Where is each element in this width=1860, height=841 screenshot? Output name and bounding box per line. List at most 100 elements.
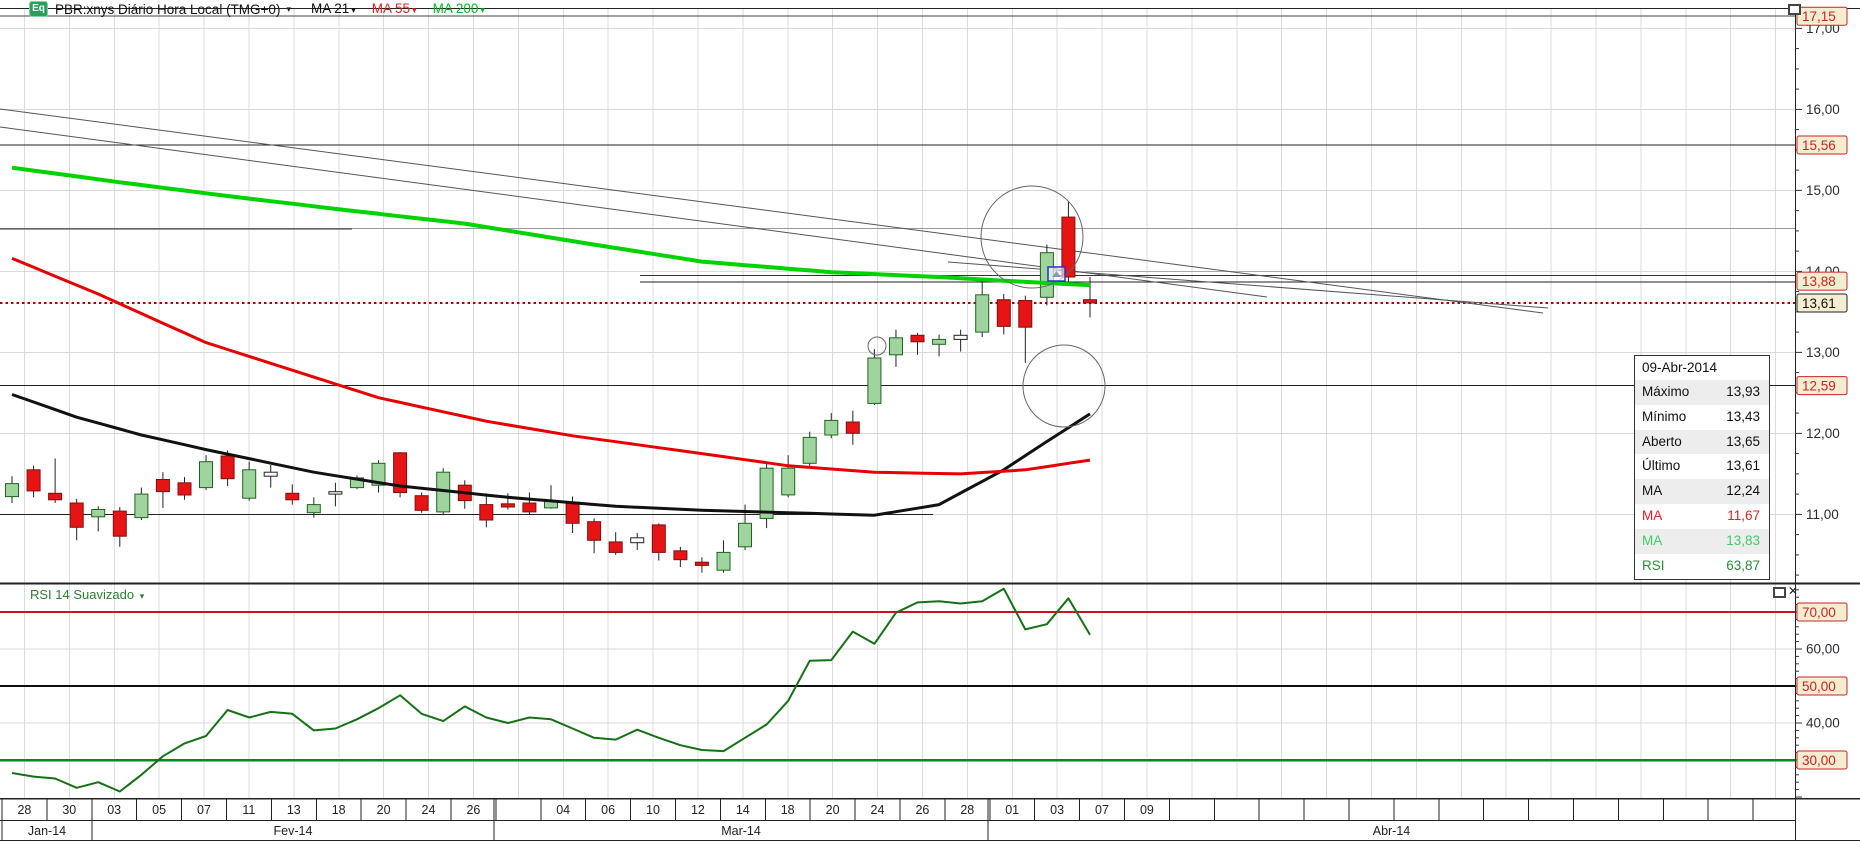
candlesticks <box>5 201 1097 573</box>
day-label: 04 <box>556 803 570 817</box>
candle-body <box>112 510 127 537</box>
candle-body <box>263 471 278 477</box>
candle-body <box>1061 216 1076 278</box>
svg-text:30,00: 30,00 <box>1802 753 1836 768</box>
tooltip-row-value: 13,65 <box>1726 433 1760 449</box>
day-label: 28 <box>17 803 31 817</box>
candle-body <box>1018 300 1033 328</box>
tooltip-row-label: Último <box>1642 458 1681 474</box>
svg-text:13,61: 13,61 <box>1802 296 1836 311</box>
rsi-indicator-label: RSI 14 Suavizado <box>30 587 135 602</box>
tooltip-row-label: MA <box>1642 507 1663 523</box>
day-label: 07 <box>1095 803 1109 817</box>
data-tooltip: 09-Abr-2014 Máximo 13,93 Mínimo 13,43 Aberto… <box>1634 355 1770 580</box>
tooltip-row-value: 13,83 <box>1726 532 1760 548</box>
annotation-circles <box>867 185 1106 428</box>
date-axis: 28 30 03 05 07 11 13 18 20 24 26 04 06 10 12 14 18 20 24 26… <box>1 798 1754 840</box>
candle-body <box>522 502 537 513</box>
day-label: 01 <box>1005 803 1019 817</box>
axis-boxed-label: 13,61 <box>1796 293 1848 313</box>
tooltip-row: Último 13,61 <box>1635 454 1769 480</box>
rsi-panel-icon[interactable] <box>1773 587 1786 598</box>
tooltip-row: Mínimo 13,43 <box>1635 404 1769 430</box>
day-label: 20 <box>377 803 391 817</box>
candle-body <box>802 436 817 464</box>
candle-body <box>889 337 903 356</box>
tooltip-row-label: MA <box>1642 483 1663 499</box>
day-label: 03 <box>1050 803 1064 817</box>
svg-text:12,59: 12,59 <box>1802 379 1836 394</box>
grid-horizontal-lines <box>0 27 1795 724</box>
tooltip-row: RSI 63,87 <box>1635 553 1769 579</box>
svg-text:13,88: 13,88 <box>1802 274 1836 289</box>
tooltip-row: Aberto 13,65 <box>1635 429 1769 455</box>
tooltip-row: Máximo 13,93 <box>1635 380 1769 405</box>
day-label: 18 <box>781 803 795 817</box>
candle-body <box>910 334 925 343</box>
day-label: 03 <box>107 803 121 817</box>
candle-body <box>953 334 968 340</box>
tooltip-row-value: 13,93 <box>1726 384 1760 399</box>
trendlines <box>0 108 1549 314</box>
svg-text:50,00: 50,00 <box>1802 679 1836 694</box>
candle-body <box>199 461 213 489</box>
candle-body <box>479 504 494 521</box>
rsi-panel-title: RSI 14 Suavizado ▾ <box>30 587 146 602</box>
tooltip-row: MA 13,83 <box>1635 528 1769 554</box>
tooltip-row-value: 12,24 <box>1726 483 1760 499</box>
candle-body <box>630 537 645 544</box>
day-label: 10 <box>646 803 660 817</box>
candle-body <box>91 509 106 518</box>
candle-body <box>996 299 1011 327</box>
rsi-dropdown-icon[interactable]: ▾ <box>139 591 145 601</box>
candle-body <box>781 467 796 496</box>
tooltip-row: MA 11,67 <box>1635 503 1769 529</box>
rsi-close-icon[interactable]: ✕ <box>1788 584 1799 598</box>
candle-body <box>608 541 623 553</box>
axis-boxed-label: 50,00 <box>1796 676 1848 696</box>
candle-body <box>738 522 752 548</box>
ma55-line <box>11 257 1091 476</box>
day-label: 14 <box>736 803 750 817</box>
candle-body <box>285 492 300 501</box>
candle-body <box>220 455 235 480</box>
svg-text:60,00: 60,00 <box>1806 642 1840 657</box>
candle-body <box>824 419 839 436</box>
grid-vertical-lines <box>24 8 1777 798</box>
day-label: 13 <box>287 803 301 817</box>
candle-body <box>587 521 602 541</box>
ma21-line <box>11 393 1091 517</box>
candle-body <box>673 550 688 561</box>
candle-body <box>48 492 63 501</box>
candle-body <box>328 491 343 495</box>
svg-text:15,56: 15,56 <box>1802 138 1836 153</box>
rsi-reference-lines <box>0 611 1795 762</box>
tooltip-row-value: 13,61 <box>1726 458 1760 474</box>
tooltip-row-label: MA <box>1642 532 1663 548</box>
candle-body <box>1083 299 1097 304</box>
day-label: 07 <box>197 803 211 817</box>
candle-body <box>134 493 149 519</box>
candle-body <box>5 483 19 498</box>
day-label: 24 <box>871 803 885 817</box>
day-label: 30 <box>62 803 76 817</box>
day-label: 11 <box>242 803 255 817</box>
day-label: 09 <box>1140 803 1154 817</box>
tooltip-row-value: 63,87 <box>1726 557 1760 573</box>
restore-window-icon[interactable] <box>1788 4 1801 15</box>
candle-body <box>694 561 709 566</box>
tooltip-row-label: Aberto <box>1642 433 1682 449</box>
candle-body <box>414 495 429 511</box>
tooltip-rows: Máximo 13,93 Mínimo 13,43 Aberto 13,65 Último 1… <box>1635 380 1769 579</box>
price-axis-labels: 17,0016,0015,0014,0013,0012,0011,0060,00… <box>1806 21 1840 731</box>
svg-text:16,00: 16,00 <box>1806 102 1840 117</box>
svg-text:15,00: 15,00 <box>1806 183 1840 198</box>
candle-body <box>371 462 386 486</box>
axis-boxed-label: 30,00 <box>1796 750 1848 770</box>
day-label: 12 <box>691 803 705 817</box>
svg-text:12,00: 12,00 <box>1806 426 1840 441</box>
candle-body <box>177 482 192 496</box>
axis-boxed-label: 70,00 <box>1796 602 1848 622</box>
